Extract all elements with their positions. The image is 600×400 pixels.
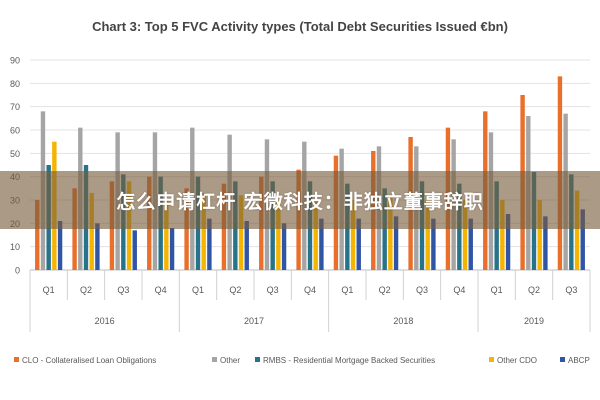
bar <box>238 195 244 270</box>
x-tick-label: Q1 <box>341 285 353 295</box>
legend-swatch <box>212 357 217 362</box>
y-tick-label: 90 <box>10 56 20 66</box>
x-tick-label: Q4 <box>304 285 316 295</box>
x-group-label: 2019 <box>524 316 544 326</box>
chart-title: Chart 3: Top 5 FVC Activity types (Total… <box>92 19 508 34</box>
bar <box>95 223 100 270</box>
y-tick-label: 0 <box>15 266 20 276</box>
x-tick-label: Q3 <box>416 285 428 295</box>
y-tick-label: 70 <box>10 102 20 112</box>
x-tick-label: Q3 <box>267 285 279 295</box>
x-group-label: 2017 <box>244 316 264 326</box>
y-tick-label: 10 <box>10 242 20 252</box>
legend-swatch <box>14 357 19 362</box>
x-axis: Q1 Q2 Q3 Q4 Q1 Q2 Q3 Q4 Q1 Q2 Q3 Q4 Q1 Q2 Q3 2016 2017 20… <box>29 270 591 332</box>
x-tick-label: Q1 <box>491 285 503 295</box>
bar <box>431 218 436 270</box>
bar <box>505 214 511 270</box>
bar <box>425 200 430 270</box>
x-tick-label: Q4 <box>453 285 465 295</box>
legend-swatch <box>255 357 260 362</box>
bar <box>244 221 249 270</box>
bar <box>281 223 287 270</box>
bar <box>543 216 548 270</box>
banner-text: 怎么申请杠杆 宏微科技：非独立董事辞职 <box>116 190 484 213</box>
legend-label: Other <box>220 356 240 365</box>
x-group-label: 2018 <box>393 316 413 326</box>
legend-swatch <box>560 357 565 362</box>
legend: CLO - Collateralised Loan Obligations Oth… <box>14 356 590 365</box>
bar <box>462 200 468 270</box>
bar <box>313 200 318 270</box>
x-tick-label: Q2 <box>379 285 391 295</box>
bar <box>201 193 206 270</box>
bar <box>132 230 137 270</box>
bar <box>382 188 387 270</box>
bar <box>388 197 393 270</box>
bar <box>356 218 361 270</box>
y-axis-ticks: 0102030405060708090 <box>10 56 20 276</box>
bar <box>57 221 63 270</box>
y-tick-label: 60 <box>10 126 20 136</box>
legend-swatch <box>489 357 494 362</box>
bar <box>393 216 399 270</box>
x-tick-label: Q4 <box>155 285 167 295</box>
legend-label: CLO - Collateralised Loan Obligations <box>22 356 156 365</box>
x-tick-label: Q1 <box>43 285 55 295</box>
x-tick-label: Q2 <box>528 285 540 295</box>
bar <box>35 200 40 270</box>
x-group-label: 2016 <box>95 316 115 326</box>
legend-label: RMBS - Residential Mortgage Backed Secur… <box>263 356 435 365</box>
y-tick-label: 50 <box>10 149 20 159</box>
bar <box>164 200 169 270</box>
bar <box>319 218 324 270</box>
bar <box>89 193 94 270</box>
x-tick-label: Q3 <box>565 285 577 295</box>
bar <box>537 200 542 270</box>
bar <box>72 188 77 270</box>
bar <box>500 200 505 270</box>
x-tick-label: Q2 <box>80 285 92 295</box>
x-tick-label: Q2 <box>229 285 241 295</box>
bar <box>207 218 212 270</box>
bar <box>276 200 281 270</box>
bar <box>184 188 189 270</box>
legend-label: ABCP <box>568 356 590 365</box>
bar <box>169 228 175 270</box>
bar <box>574 190 580 270</box>
x-tick-label: Q1 <box>192 285 204 295</box>
y-tick-label: 80 <box>10 79 20 89</box>
x-tick-label: Q3 <box>117 285 129 295</box>
legend-label: Other CDO <box>497 356 537 365</box>
bar <box>468 218 473 270</box>
bar <box>350 200 356 270</box>
bar <box>580 209 585 270</box>
overlay-banner: 怎么申请杠杆 宏微科技：非独立董事辞职 <box>0 171 600 229</box>
